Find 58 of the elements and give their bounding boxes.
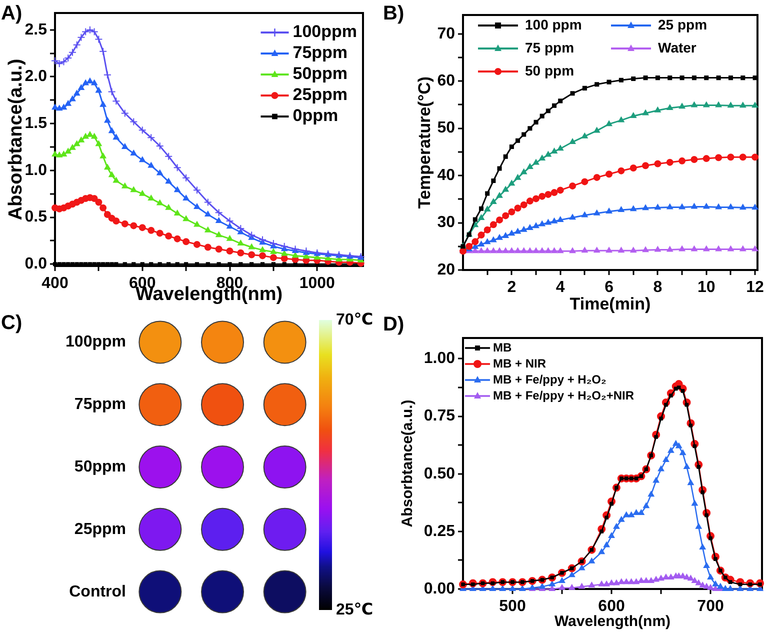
legend-label: MB + Fe/ppy + H₂O₂+NIR [493,388,634,402]
y-tick-label: 0.25 [424,522,456,540]
x-tick-label: 4 [556,279,565,296]
x-tick-label: 600 [598,598,625,616]
y-tick-label: 25ppm [74,520,126,538]
x-tick-label: 12 [746,279,764,296]
x-tick-label: 700 [697,598,724,616]
x-tick-label: 6 [604,279,614,296]
legend-label: 100 ppm [525,16,582,32]
y-tick-label: 50ppm [74,458,126,476]
y-tick-label: Control [69,583,126,600]
chart-title: A) [1,2,22,25]
legend-label: 50ppm [292,64,348,84]
y-tick-label: 30 [437,214,456,232]
x-tick-label: 2 [507,279,516,296]
y-axis-title: Temperature(°C) [414,76,434,209]
chart-title: B) [383,2,404,25]
legend-label: MB [493,340,512,354]
y-tick-label: 2.0 [24,68,48,86]
legend-label: MB + Fe/ppy + H₂O₂ [493,372,606,386]
y-tick-label: 0.0 [24,256,48,273]
color-bar-label: 70℃ [336,312,374,328]
y-tick-label: 70 [437,25,456,42]
y-axis-title: Absorbtance(a.u.) [6,58,27,220]
legend-label: 75 ppm [525,39,574,56]
y-tick-label: 0.50 [424,465,456,482]
legend-label: 75ppm [292,43,348,62]
legend-label: 25ppm [292,85,348,104]
legend-label: 25 ppm [658,16,708,32]
x-tick-label: 10 [697,279,716,296]
x-tick-label: 1000 [299,275,336,292]
y-tick-label: 0.00 [424,580,456,598]
y-axis-title: Absorbtance(a.u.) [399,400,416,528]
y-tick-label: 1.0 [24,162,48,179]
y-tick-label: 60 [437,72,456,90]
legend-label: 50 ppm [525,62,574,78]
y-tick-label: 20 [437,261,456,278]
y-tick-label: 75ppm [74,396,126,414]
color-bar-label: 25℃ [336,602,374,618]
x-tick-label: 500 [499,598,526,616]
y-tick-label: 2.5 [24,21,48,38]
x-tick-label: 400 [42,275,68,292]
legend-label: MB + NIR [493,356,546,370]
y-tick-label: 1.00 [424,350,456,368]
x-tick-label: 8 [653,279,662,296]
y-tick-label: 40 [437,166,456,184]
x-axis-title: Wavelength(nm) [554,613,671,630]
y-tick-label: 100ppm [66,334,126,351]
y-tick-label: 50 [437,120,456,137]
x-axis-title: Time(min) [570,294,651,314]
chart-title: C) [1,312,22,334]
y-tick-label: 0.75 [424,408,456,425]
legend-label: 100ppm [292,22,357,42]
y-tick-label: 0.5 [24,208,48,226]
y-tick-label: 1.5 [24,114,48,132]
legend-label: 0ppm [292,106,338,126]
legend-label: Water [658,39,697,56]
chart-title: D) [383,314,404,336]
